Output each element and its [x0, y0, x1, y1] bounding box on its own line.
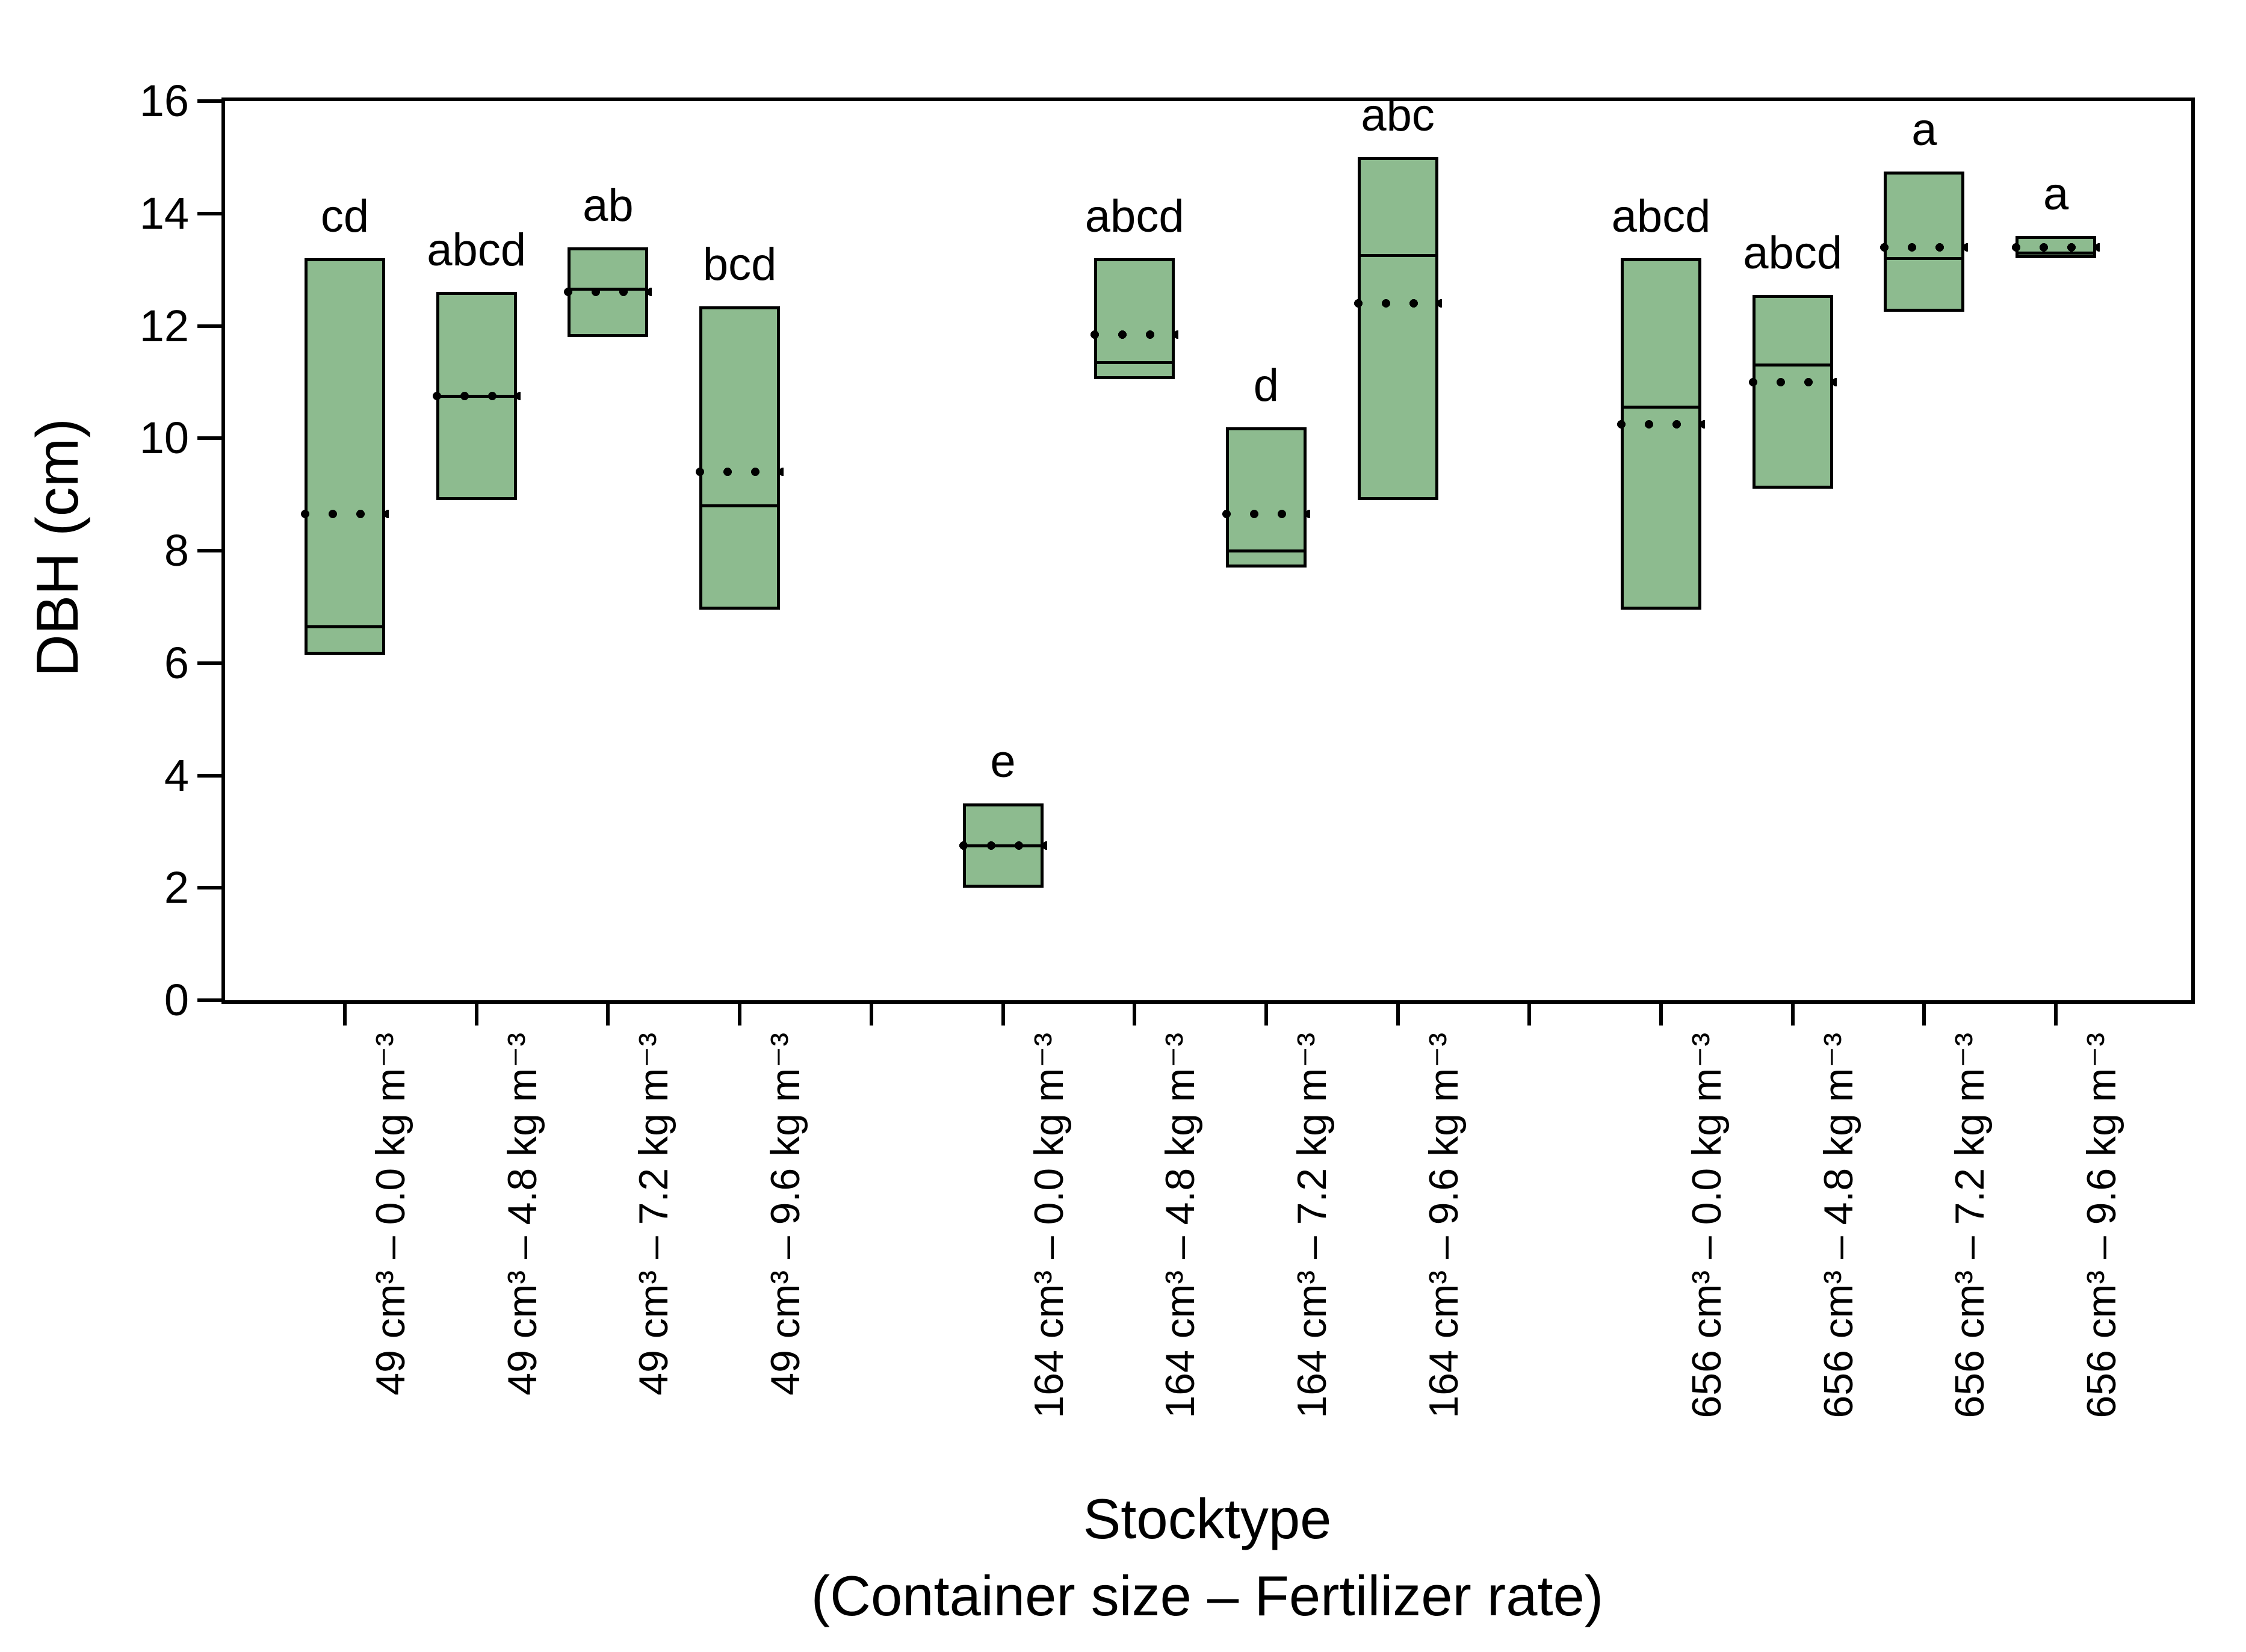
box-mean-line: [432, 392, 521, 401]
box-mean-line: [1222, 510, 1310, 519]
box-mean-line: [959, 841, 1047, 850]
x-tick: [1922, 1000, 1926, 1026]
x-category-label: 656 cm³ – 4.8 kg m⁻³: [1815, 1033, 1861, 1418]
x-tick-gap: [1527, 1000, 1532, 1026]
y-tick-label: 16: [139, 76, 189, 126]
y-tick: [197, 661, 221, 665]
box-median-line: [1225, 549, 1307, 552]
x-tick: [1396, 1000, 1400, 1026]
x-tick: [1659, 1000, 1663, 1026]
y-tick: [197, 99, 221, 103]
x-tick: [1133, 1000, 1137, 1026]
x-category-label: 164 cm³ – 9.6 kg m⁻³: [1420, 1033, 1467, 1418]
box: [1884, 171, 1965, 312]
significance-letter: abcd: [1611, 191, 1711, 243]
y-tick: [197, 886, 221, 890]
y-tick-label: 14: [139, 188, 189, 238]
box-median-line: [305, 625, 385, 628]
y-tick: [197, 773, 221, 778]
significance-letter: ab: [583, 179, 634, 231]
significance-letter: abc: [1361, 90, 1435, 141]
x-category-label: 49 cm³ – 0.0 kg m⁻³: [368, 1033, 413, 1396]
box-median-line: [1621, 406, 1701, 409]
y-tick: [197, 998, 221, 1002]
y-tick-label: 4: [164, 750, 189, 800]
box: [1225, 427, 1307, 568]
y-tick: [197, 324, 221, 328]
y-tick-label: 2: [164, 862, 189, 913]
box-mean-line: [1748, 377, 1837, 386]
box-mean-line: [301, 510, 389, 519]
x-category-label: 49 cm³ – 9.6 kg m⁻³: [763, 1033, 809, 1396]
x-tick: [474, 1000, 478, 1026]
x-axis-title: Stocktype (Container size – Fertilizer r…: [455, 1480, 1960, 1635]
significance-letter: bcd: [702, 238, 777, 290]
significance-letter: d: [1253, 359, 1279, 411]
y-tick: [197, 549, 221, 552]
box-mean-line: [564, 288, 652, 297]
significance-letter: e: [990, 736, 1016, 788]
y-tick: [197, 436, 221, 441]
significance-letter: a: [1911, 104, 1937, 155]
significance-letter: abcd: [427, 224, 527, 276]
x-tick-gap: [869, 1000, 873, 1026]
box: [1752, 295, 1833, 489]
x-category-label: 49 cm³ – 4.8 kg m⁻³: [499, 1033, 545, 1396]
y-axis-title: DBH (cm): [24, 418, 90, 678]
y-tick-label: 6: [164, 637, 189, 688]
box-median-line: [1752, 364, 1833, 367]
box: [1357, 157, 1438, 500]
x-category-label: 656 cm³ – 9.6 kg m⁻³: [2079, 1033, 2125, 1418]
box-median-line: [699, 504, 781, 507]
box-mean-line: [1091, 330, 1179, 339]
y-tick: [197, 211, 221, 215]
box: [1621, 258, 1701, 610]
x-category-label: 164 cm³ – 7.2 kg m⁻³: [1289, 1033, 1335, 1418]
box-median-line: [2016, 251, 2097, 255]
box-median-line: [1094, 360, 1175, 364]
significance-letter: a: [2043, 169, 2069, 220]
box-mean-line: [1353, 299, 1442, 308]
x-category-label: 656 cm³ – 7.2 kg m⁻³: [1947, 1033, 1993, 1418]
plot-area: 0 2 4 6 8 10 12 14 16 cd 49 cm³ – 0.0 kg m⁻³ abcd 49…: [140, 76, 2195, 1418]
x-category-label: 49 cm³ – 7.2 kg m⁻³: [631, 1033, 677, 1396]
y-tick-label: 8: [164, 525, 189, 575]
x-tick: [1790, 1000, 1795, 1026]
y-tick-label: 12: [139, 300, 189, 351]
y-tick-label: 0: [164, 975, 189, 1025]
x-axis-title-sub: (Container size – Fertilizer rate): [811, 1564, 1604, 1627]
box: [305, 258, 385, 655]
box-mean-line: [2012, 243, 2100, 252]
x-tick: [1264, 1000, 1268, 1026]
x-tick: [2054, 1000, 2058, 1026]
y-tick-label: 10: [139, 413, 189, 463]
box-mean-line: [696, 468, 784, 477]
box: [1094, 258, 1175, 380]
box-mean-line: [1617, 419, 1705, 428]
x-tick: [1001, 1000, 1005, 1026]
significance-letter: abcd: [1743, 227, 1843, 279]
box-mean-line: [1880, 243, 1969, 252]
significance-letter: abcd: [1084, 191, 1184, 243]
x-tick: [738, 1000, 742, 1026]
x-category-label: 164 cm³ – 4.8 kg m⁻³: [1157, 1033, 1204, 1418]
x-category-label: 656 cm³ – 0.0 kg m⁻³: [1684, 1033, 1730, 1418]
x-category-label: 164 cm³ – 0.0 kg m⁻³: [1026, 1033, 1072, 1418]
box: [699, 306, 781, 610]
box-median-line: [1357, 254, 1438, 258]
x-tick: [606, 1000, 610, 1026]
box-median-line: [1884, 256, 1965, 260]
x-axis-title-main: Stocktype: [1083, 1487, 1332, 1550]
significance-letter: cd: [320, 191, 370, 243]
x-tick: [343, 1000, 347, 1026]
